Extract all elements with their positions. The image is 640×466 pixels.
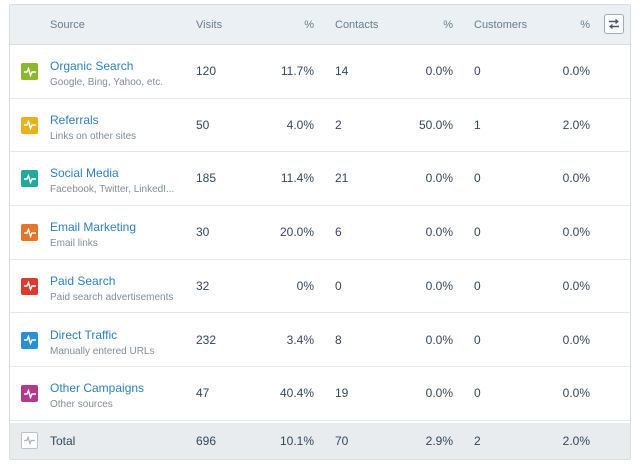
contacts-value[interactable]: 14: [335, 64, 349, 78]
table-row: Email Marketing Email links 30 20.0% 6 0.0% 0 0…: [10, 206, 630, 260]
total-contacts-pct: 2.9%: [425, 434, 453, 448]
pulse-icon: [21, 63, 38, 80]
visits-value: 50: [196, 117, 210, 132]
total-customers-pct: 2.0%: [562, 434, 590, 448]
visits-pct-value: 20.0%: [279, 225, 314, 240]
contacts-pct-value: 0.0%: [425, 386, 453, 401]
visits-value: 232: [196, 332, 217, 347]
pulse-icon: [21, 331, 38, 349]
visits-pct-value: 3.4%: [286, 332, 314, 347]
table-row: Referrals Links on other sites 50 4.0% 2 50.0…: [10, 99, 630, 153]
pulse-icon: [21, 277, 38, 295]
source-description: Facebook, Twitter, LinkedI...: [50, 184, 175, 196]
source-name-link[interactable]: Organic Search: [50, 59, 134, 73]
total-contacts: 70: [335, 434, 349, 448]
table-header: Source Visits % Contacts % Customers %: [10, 5, 630, 45]
customers-value: 0: [474, 225, 481, 240]
table-row: Paid Search Paid search advertisements 32 0…: [10, 260, 630, 314]
header-contacts[interactable]: Contacts: [335, 19, 379, 31]
customers-pct-value: 2.0%: [562, 117, 590, 132]
contacts-value: 0: [335, 278, 342, 293]
contacts-value[interactable]: 8: [335, 332, 342, 347]
header-customers[interactable]: Customers: [474, 19, 528, 31]
visits-value: 30: [196, 225, 210, 240]
contacts-value[interactable]: 21: [335, 171, 349, 186]
contacts-pct-value: 0.0%: [425, 278, 453, 293]
visits-pct-value: 11.7%: [280, 64, 314, 78]
source-description: Paid search advertisements: [50, 291, 174, 303]
customers-pct-value: 0.0%: [562, 278, 590, 293]
contacts-value[interactable]: 6: [335, 225, 342, 240]
contacts-value[interactable]: 19: [335, 386, 349, 401]
total-visits: 696: [196, 434, 217, 448]
customers-value: 0: [474, 386, 481, 401]
pulse-icon: [21, 432, 38, 449]
source-name-link[interactable]: Paid Search: [50, 273, 116, 288]
pulse-icon: [21, 116, 38, 134]
customers-pct-value: 0.0%: [562, 225, 590, 240]
visits-pct-value: 40.4%: [279, 386, 314, 401]
source-description: Email links: [50, 238, 98, 250]
contacts-pct-value: 0.0%: [425, 171, 453, 186]
visits-pct-value: 0%: [296, 278, 314, 293]
sources-table: Source Visits % Contacts % Customers % O…: [9, 4, 631, 460]
customers-value: 0: [474, 278, 481, 293]
table-row: Social Media Facebook, Twitter, LinkedI..…: [10, 152, 630, 207]
source-description: Other sources: [50, 399, 113, 411]
header-source[interactable]: Source: [50, 19, 85, 31]
contacts-pct-value: 0.0%: [425, 64, 453, 78]
table-row: Organic Search Google, Bing, Yahoo, etc. 1…: [10, 45, 630, 99]
total-customers: 2: [474, 434, 481, 448]
table-row: Other Campaigns Other sources 47 40.4% 19 0.0…: [10, 367, 630, 421]
customers-value: 0: [474, 332, 481, 347]
customers-pct-value: 0.0%: [562, 171, 590, 186]
source-description: Google, Bing, Yahoo, etc.: [50, 77, 164, 88]
header-visits-pct[interactable]: %: [304, 19, 314, 31]
contacts-pct-value: 0.0%: [425, 332, 453, 347]
total-row: Total 696 10.1% 70 2.9% 2 2.0%: [10, 423, 630, 459]
customers-value: 0: [474, 171, 481, 186]
table-row: Direct Traffic Manually entered URLs 232 3.…: [10, 314, 630, 368]
toggle-columns-button[interactable]: [604, 14, 624, 34]
customers-value[interactable]: 1: [474, 117, 481, 132]
source-name-link[interactable]: Direct Traffic: [50, 327, 118, 342]
visits-pct-value: 11.4%: [280, 171, 314, 186]
header-contacts-pct[interactable]: %: [443, 19, 453, 31]
source-name-link[interactable]: Email Marketing: [50, 220, 137, 235]
contacts-pct-value: 50.0%: [418, 117, 453, 132]
customers-pct-value: 0.0%: [562, 386, 590, 401]
total-visits-pct: 10.1%: [279, 434, 314, 448]
total-label: Total: [50, 434, 76, 448]
customers-pct-value: 0.0%: [562, 64, 590, 78]
pulse-icon: [21, 170, 38, 188]
header-customers-pct[interactable]: %: [580, 19, 590, 31]
visits-value: 47: [196, 386, 210, 401]
visits-pct-value: 4.0%: [286, 117, 314, 132]
visits-value: 32: [196, 278, 210, 293]
contacts-pct-value: 0.0%: [425, 225, 453, 240]
source-description: Manually entered URLs: [50, 345, 155, 357]
customers-value: 0: [474, 64, 481, 78]
customers-pct-value: 0.0%: [562, 332, 590, 347]
visits-value: 185: [196, 171, 217, 186]
pulse-icon: [21, 224, 38, 242]
source-name-link[interactable]: Referrals: [50, 112, 99, 127]
pulse-icon: [21, 385, 38, 403]
source-name-link[interactable]: Social Media: [50, 166, 119, 181]
header-visits[interactable]: Visits: [196, 19, 223, 31]
swap-arrows-icon: [609, 18, 619, 30]
source-description: Links on other sites: [50, 130, 137, 142]
source-name-link[interactable]: Other Campaigns: [50, 381, 145, 396]
contacts-value[interactable]: 2: [335, 117, 342, 132]
visits-value: 120: [196, 64, 217, 78]
